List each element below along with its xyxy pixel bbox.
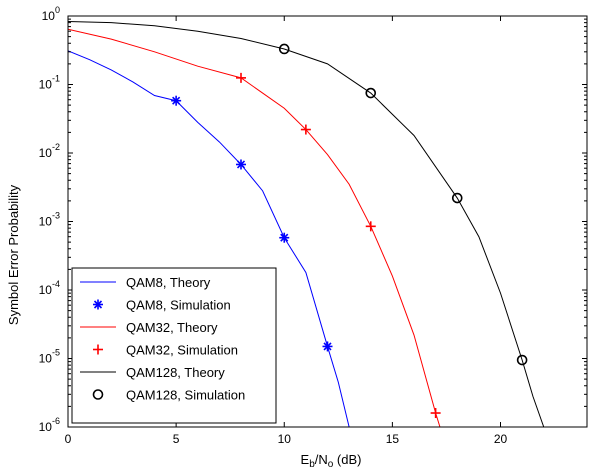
series-marker-1-3 <box>322 341 333 352</box>
legend: QAM8, Theory QAM8, Simulation QAM32, Theor… <box>71 267 277 424</box>
legend-label-3: QAM32, Simulation <box>126 343 238 358</box>
legend-entry-2: QAM32, Theory <box>80 320 218 335</box>
series-marker-3-1 <box>300 124 311 135</box>
series-line-0 <box>68 50 350 427</box>
legend-swatch-3 <box>93 344 103 355</box>
series-marker-1-2 <box>279 232 290 243</box>
series-marker-3-3 <box>430 408 441 419</box>
series-marker-3-2 <box>365 221 376 232</box>
legend-entry-5: QAM128, Simulation <box>92 388 245 403</box>
x-tick-label-4: 20 <box>494 432 508 446</box>
legend-entry-3: QAM32, Simulation <box>93 343 238 358</box>
axes: 0 5 10 15 20 100 10-1 10-2 10-3 10-4 10-5 10-6 <box>39 5 588 446</box>
legend-entry-4: QAM128, Theory <box>80 365 225 380</box>
y-tick-label-6: 10-6 <box>39 416 60 434</box>
x-tick-label-2: 10 <box>278 432 292 446</box>
series-group <box>68 21 545 427</box>
series-marker-5-2 <box>451 192 463 204</box>
y-tick-label-4: 10-4 <box>39 279 60 297</box>
series-marker-3-0 <box>236 72 246 83</box>
series-marker-5-0 <box>278 43 290 55</box>
x-axis-label: Eb/No (dB) <box>301 452 362 470</box>
x-tick-label-0: 0 <box>65 432 72 446</box>
legend-label-2: QAM32, Theory <box>126 320 218 335</box>
y-tick-label-3: 10-3 <box>39 211 60 229</box>
y-tick-label-0: 100 <box>42 5 60 23</box>
series-marker-5-3 <box>516 354 528 366</box>
series-line-4 <box>68 21 545 427</box>
x-tick-label-1: 5 <box>173 432 180 446</box>
legend-label-4: QAM128, Theory <box>126 365 225 380</box>
legend-label-1: QAM8, Simulation <box>126 298 231 313</box>
y-tick-label-5: 10-5 <box>39 348 60 366</box>
y-axis-label: Symbol Error Probability <box>6 184 21 325</box>
legend-entry-1: QAM8, Simulation <box>93 298 231 313</box>
legend-box <box>71 267 277 424</box>
legend-swatch-1 <box>93 299 103 310</box>
x-tick-label-3: 15 <box>386 432 400 446</box>
series-marker-1-1 <box>236 159 246 170</box>
legend-label-5: QAM128, Simulation <box>126 388 245 403</box>
y-tick-label-1: 10-1 <box>39 74 60 92</box>
y-tick-label-2: 10-2 <box>39 142 60 160</box>
series-marker-5-1 <box>365 87 377 99</box>
legend-label-0: QAM8, Theory <box>126 275 211 290</box>
legend-entry-0: QAM8, Theory <box>80 275 211 290</box>
series-marker-1-0 <box>171 95 182 106</box>
legend-swatch-5 <box>92 389 104 400</box>
